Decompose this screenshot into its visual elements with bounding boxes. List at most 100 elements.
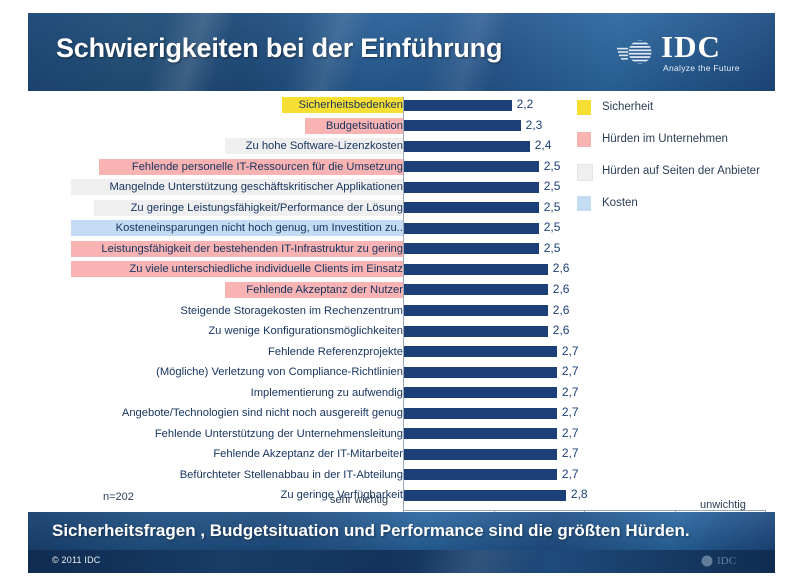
legend-item: Hürden auf Seiten der Anbieter — [577, 162, 775, 194]
bar-value-label: 2,6 — [552, 281, 570, 296]
bar — [403, 407, 557, 419]
sample-size-label: n=202 — [103, 491, 134, 503]
bar-value-label: 2,5 — [543, 199, 561, 214]
bar-value-label: 2,7 — [561, 364, 579, 379]
bar-value-label: 2,7 — [561, 446, 579, 461]
legend-item: Sicherheit — [577, 98, 775, 130]
bar — [403, 325, 548, 337]
bar-value-label: 2,6 — [552, 302, 570, 317]
chart-legend: Sicherheit Hürden im Unternehmen Hürden au… — [577, 98, 775, 226]
legend-label: Hürden im Unternehmen — [602, 133, 728, 145]
bar — [403, 222, 539, 234]
bar — [403, 140, 530, 152]
category-label: Fehlende Unterstützung der Unternehmensl… — [154, 427, 403, 440]
bar-value-label: 2,4 — [534, 138, 552, 153]
axis-high-label: unwichtig — [700, 499, 746, 511]
bar-value-label: 2,5 — [543, 158, 561, 173]
bar-value-label: 2,6 — [552, 323, 570, 338]
bar-value-label: 2,7 — [561, 384, 579, 399]
category-label: Angebote/Technologien sind nicht noch au… — [121, 407, 403, 420]
bar — [403, 469, 557, 481]
footer-texture — [28, 550, 775, 573]
idc-tagline: Analyze the Future — [663, 63, 740, 73]
bar — [403, 428, 557, 440]
banner-texture — [28, 512, 775, 550]
bar-value-label: 2,8 — [570, 487, 588, 502]
legend-label: Kosten — [602, 197, 638, 209]
copyright-text: © 2011 IDC — [52, 555, 101, 565]
category-label: Zu hohe Software-Lizenzkosten — [245, 140, 403, 153]
legend-swatch — [577, 132, 591, 147]
category-highlight-band — [71, 261, 403, 278]
category-label: Budgetsituation — [325, 119, 403, 132]
idc-wordmark: IDC — [661, 29, 721, 64]
category-highlight-band — [93, 199, 403, 216]
idc-sphere-icon — [617, 40, 652, 64]
bar-value-label: 2,5 — [543, 220, 561, 235]
bar — [403, 120, 521, 132]
legend-item: Kosten — [577, 194, 775, 226]
bar — [403, 202, 539, 214]
bar — [403, 284, 548, 296]
category-label: Leistungsfähigkeit der bestehenden IT-In… — [101, 242, 403, 255]
legend-item: Hürden im Unternehmen — [577, 130, 775, 162]
category-highlight-band — [282, 97, 403, 113]
category-label: Befürchteter Stellenabbau in der IT-Abte… — [179, 468, 403, 481]
bar-value-label: 2,7 — [561, 466, 579, 481]
bar — [403, 489, 566, 501]
category-label: Mangelnde Unterstützung geschäftskritisc… — [109, 181, 403, 194]
bar — [403, 181, 539, 193]
legend-swatch — [577, 100, 591, 115]
bar-value-label: 2,3 — [525, 117, 543, 132]
bar — [403, 243, 539, 255]
category-label: Fehlende Referenzprojekte — [268, 345, 403, 358]
legend-swatch — [577, 196, 591, 211]
bar — [403, 99, 512, 111]
slide-footer: © 2011 IDC IDC — [28, 550, 775, 573]
legend-label: Hürden auf Seiten der Anbieter — [602, 165, 760, 177]
category-label: Steigende Storagekosten im Rechenzentrum — [180, 304, 403, 317]
category-highlight-band — [71, 220, 403, 237]
bar-value-label: 2,5 — [543, 240, 561, 255]
category-label: Kosteneinsparungen nicht hoch genug, um … — [115, 222, 403, 235]
bar-value-label: 2,5 — [543, 179, 561, 194]
y-axis-line — [403, 97, 404, 510]
bar — [403, 387, 557, 399]
summary-banner: Sicherheitsfragen , Budgetsituation und … — [28, 512, 775, 550]
category-label: Zu viele unterschiedliche individuelle C… — [129, 263, 403, 276]
bar — [403, 263, 548, 275]
chart-area: Sicherheitsbedenken 2,2 Budgetsituation 2,3… — [28, 91, 775, 530]
category-label: Zu wenige Konfigurationsmöglichkeiten — [208, 325, 403, 338]
bar — [403, 366, 557, 378]
category-highlight-band — [305, 117, 403, 134]
slide-header: Schwierigkeiten bei der Einführung — [28, 13, 775, 91]
bar-value-label: 2,7 — [561, 425, 579, 440]
bar-chart: Sicherheitsbedenken 2,2 Budgetsituation 2,3… — [28, 91, 775, 530]
bar-value-label: 2,7 — [561, 405, 579, 420]
svg-text:IDC: IDC — [717, 555, 736, 567]
idc-logo: IDC Analyze the Future — [617, 29, 757, 77]
bar — [403, 305, 548, 316]
bar — [403, 346, 557, 358]
category-highlight-band — [99, 158, 403, 175]
bar-value-label: 2,2 — [516, 97, 534, 111]
category-label: Zu geringe Leistungsfähigkeit/Performanc… — [130, 201, 403, 214]
category-label: (Mögliche) Verletzung von Compliance-Ric… — [156, 366, 403, 379]
bar-value-label: 2,7 — [561, 343, 579, 358]
summary-text: Sicherheitsfragen , Budgetsituation und … — [52, 521, 690, 540]
bar — [403, 161, 539, 173]
page-title: Schwierigkeiten bei der Einführung — [56, 33, 503, 63]
category-label: Fehlende personelle IT-Ressourcen für di… — [131, 160, 403, 173]
bar-value-label: 2,6 — [552, 261, 570, 276]
category-highlight-band — [225, 138, 403, 155]
category-label: Zu geringe Verfügbarkeit — [280, 489, 403, 502]
footer-idc-logo: IDC — [701, 555, 736, 567]
slide: Schwierigkeiten bei der Einführung — [28, 13, 775, 573]
bar — [403, 448, 557, 460]
legend-swatch — [577, 164, 593, 181]
category-label: Fehlende Akzeptanz der IT-Mitarbeiter — [213, 448, 403, 461]
axis-low-label: sehr wichtig — [330, 494, 389, 506]
legend-label: Sicherheit — [602, 101, 654, 113]
category-highlight-band — [225, 281, 403, 298]
category-label: Sicherheitsbedenken — [298, 99, 404, 111]
